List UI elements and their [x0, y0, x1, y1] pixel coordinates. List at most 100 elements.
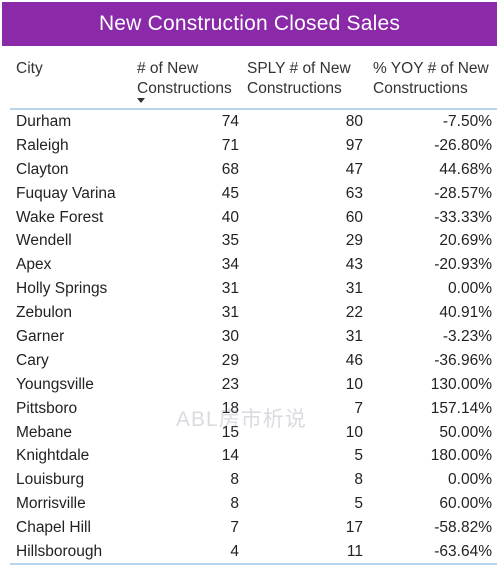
cell-sply: 46	[345, 351, 363, 369]
cell-new-constructions: 8	[230, 471, 239, 489]
cell-new-constructions: 18	[221, 399, 239, 417]
table-row[interactable]: Raleigh 71 97 -26.80%	[2, 134, 497, 158]
cell-sply: 43	[345, 256, 363, 274]
cell-sply: 7	[354, 399, 363, 417]
cell-yoy: -58.82%	[434, 519, 492, 537]
cell-yoy: 44.68%	[439, 160, 492, 178]
table-header: City # of New Constructions SPLY # of Ne…	[2, 52, 497, 108]
table-row[interactable]: Wake Forest 40 60 -33.33%	[2, 206, 497, 230]
table-row[interactable]: Knightdale 14 5 180.00%	[2, 444, 497, 468]
cell-sply: 29	[345, 232, 363, 250]
cell-city: Zebulon	[16, 304, 73, 322]
cell-yoy: 180.00%	[430, 447, 492, 465]
cell-new-constructions: 31	[221, 280, 239, 298]
column-header-sply[interactable]: SPLY # of New Constructions	[247, 60, 351, 97]
cell-new-constructions: 71	[221, 136, 239, 154]
table-row[interactable]: Louisburg 8 8 0.00%	[2, 468, 497, 492]
table-row[interactable]: Youngsville 23 10 130.00%	[2, 373, 497, 397]
cell-yoy: -63.64%	[434, 543, 492, 561]
cell-yoy: -33.33%	[434, 208, 492, 226]
table-row[interactable]: Pittsboro 18 7 157.14%	[2, 397, 497, 421]
cell-city: Garner	[16, 328, 65, 346]
table-row[interactable]: Apex 34 43 -20.93%	[2, 253, 497, 277]
cell-new-constructions: 45	[221, 184, 239, 202]
cell-sply: 17	[345, 519, 363, 537]
watermark: ABL房市析说	[176, 408, 307, 431]
cell-sply: 31	[345, 328, 363, 346]
cell-city: Holly Springs	[16, 280, 108, 298]
table-row[interactable]: Cary 29 46 -36.96%	[2, 349, 497, 373]
cell-yoy: -28.57%	[434, 184, 492, 202]
cell-yoy: 50.00%	[439, 423, 492, 441]
table-row[interactable]: Wendell 35 29 20.69%	[2, 229, 497, 253]
table-row[interactable]: Hillsborough 4 11 -63.64%	[2, 540, 497, 564]
cell-yoy: 60.00%	[439, 495, 492, 513]
cell-sply: 5	[354, 447, 363, 465]
cell-new-constructions: 4	[230, 543, 239, 561]
cell-city: Hillsborough	[16, 543, 103, 561]
cell-yoy: -3.23%	[442, 328, 492, 346]
cell-yoy: 0.00%	[448, 471, 492, 489]
cell-yoy: 130.00%	[430, 375, 492, 393]
table-row[interactable]: Mebane 15 10 50.00%	[2, 421, 497, 445]
cell-new-constructions: 34	[221, 256, 239, 274]
cell-city: Louisburg	[16, 471, 85, 489]
table-row[interactable]: Clayton 68 47 44.68%	[2, 158, 497, 182]
cell-yoy: -20.93%	[434, 256, 492, 274]
column-header-new-constructions[interactable]: # of New Constructions	[137, 60, 232, 97]
cell-new-constructions: 8	[230, 495, 239, 513]
table-row[interactable]: Holly Springs 31 31 0.00%	[2, 277, 497, 301]
cell-city: Fuquay Varina	[16, 184, 116, 202]
cell-sply: 10	[345, 375, 363, 393]
cell-new-constructions: 40	[221, 208, 239, 226]
cell-yoy: -36.96%	[434, 351, 492, 369]
cell-new-constructions: 23	[221, 375, 239, 393]
cell-sply: 5	[354, 495, 363, 513]
cell-city: Apex	[16, 256, 52, 274]
table-row[interactable]: Durham 74 80 -7.50%	[2, 110, 497, 134]
cell-city: Chapel Hill	[16, 519, 91, 537]
cell-yoy: -26.80%	[434, 136, 492, 154]
table-row[interactable]: Zebulon 31 22 40.91%	[2, 301, 497, 325]
table-row[interactable]: Morrisville 8 5 60.00%	[2, 492, 497, 516]
cell-new-constructions: 14	[221, 447, 239, 465]
cell-sply: 47	[345, 160, 363, 178]
cell-yoy: 20.69%	[439, 232, 492, 250]
cell-new-constructions: 31	[221, 304, 239, 322]
column-header-city[interactable]: City	[16, 60, 43, 77]
table-row[interactable]: Fuquay Varina 45 63 -28.57%	[2, 182, 497, 206]
cell-sply: 8	[354, 471, 363, 489]
sort-descending-icon[interactable]	[137, 98, 145, 103]
cell-city: Wendell	[16, 232, 72, 250]
cell-sply: 11	[346, 543, 363, 561]
table-row[interactable]: Chapel Hill 7 17 -58.82%	[2, 516, 497, 540]
cell-city: Wake Forest	[16, 208, 104, 226]
footer-divider	[10, 563, 497, 565]
cell-new-constructions: 29	[221, 351, 239, 369]
cell-city: Youngsville	[16, 375, 94, 393]
cell-city: Raleigh	[16, 136, 69, 154]
cell-new-constructions: 30	[221, 328, 239, 346]
cell-city: Morrisville	[16, 495, 86, 513]
cell-sply: 80	[345, 113, 363, 130]
cell-city: Knightdale	[16, 447, 90, 465]
cell-sply: 60	[345, 208, 363, 226]
cell-sply: 63	[345, 184, 363, 202]
cell-new-constructions: 74	[221, 113, 239, 130]
cell-sply: 31	[345, 280, 363, 298]
cell-yoy: 0.00%	[448, 280, 492, 298]
cell-sply: 22	[345, 304, 363, 322]
cell-yoy: 40.91%	[439, 304, 492, 322]
column-header-yoy[interactable]: % YOY # of New Constructions	[373, 60, 489, 97]
header-divider	[10, 108, 497, 110]
cell-yoy: 157.14%	[430, 399, 492, 417]
table-row[interactable]: Garner 30 31 -3.23%	[2, 325, 497, 349]
table-title: New Construction Closed Sales	[2, 2, 497, 46]
cell-new-constructions: 15	[221, 423, 239, 441]
table-body: Durham 74 80 -7.50% Raleigh 71 97 -26.80% Clayto…	[2, 110, 497, 564]
cell-new-constructions: 35	[221, 232, 239, 250]
cell-new-constructions: 68	[221, 160, 239, 178]
cell-city: Clayton	[16, 160, 69, 178]
cell-city: Mebane	[16, 423, 73, 441]
cell-city: Durham	[16, 113, 72, 130]
